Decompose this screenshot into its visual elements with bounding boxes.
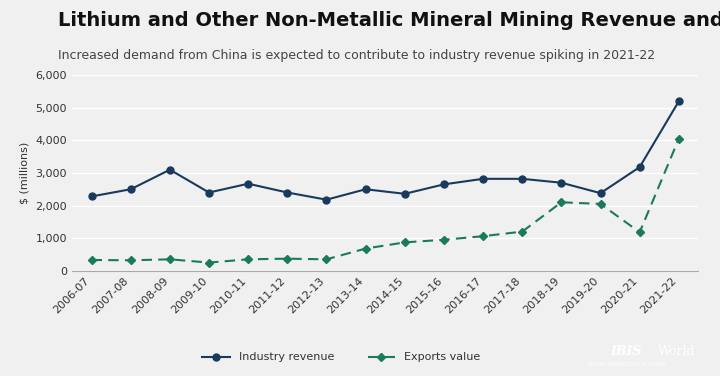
Legend: Industry revenue, Exports value: Industry revenue, Exports value [198, 348, 485, 367]
Text: Lithium and Other Non-Metallic Mineral Mining Revenue and Exports: Lithium and Other Non-Metallic Mineral M… [58, 11, 720, 30]
Y-axis label: $ (millions): $ (millions) [20, 142, 30, 204]
Text: WHERE KNOWLEDGE IS POWER: WHERE KNOWLEDGE IS POWER [588, 362, 665, 367]
Text: IBIS: IBIS [611, 345, 642, 358]
Text: Increased demand from China is expected to contribute to industry revenue spikin: Increased demand from China is expected … [58, 49, 654, 62]
Text: World: World [657, 345, 695, 358]
